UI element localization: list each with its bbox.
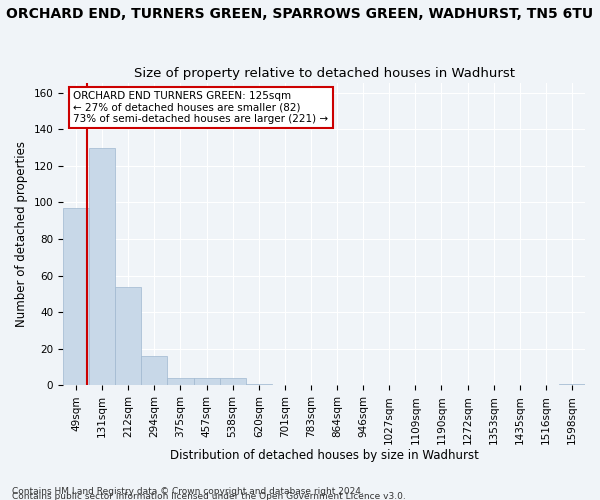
X-axis label: Distribution of detached houses by size in Wadhurst: Distribution of detached houses by size … bbox=[170, 450, 478, 462]
Bar bbox=[194, 378, 220, 386]
Bar bbox=[167, 378, 194, 386]
Bar bbox=[89, 148, 115, 386]
Bar bbox=[559, 384, 585, 386]
Text: Contains HM Land Registry data © Crown copyright and database right 2024.: Contains HM Land Registry data © Crown c… bbox=[12, 487, 364, 496]
Bar bbox=[142, 356, 167, 386]
Bar bbox=[246, 384, 272, 386]
Bar bbox=[220, 378, 246, 386]
Title: Size of property relative to detached houses in Wadhurst: Size of property relative to detached ho… bbox=[134, 66, 515, 80]
Text: ORCHARD END TURNERS GREEN: 125sqm
← 27% of detached houses are smaller (82)
73% : ORCHARD END TURNERS GREEN: 125sqm ← 27% … bbox=[73, 91, 329, 124]
Text: Contains public sector information licensed under the Open Government Licence v3: Contains public sector information licen… bbox=[12, 492, 406, 500]
Bar bbox=[115, 286, 142, 386]
Text: ORCHARD END, TURNERS GREEN, SPARROWS GREEN, WADHURST, TN5 6TU: ORCHARD END, TURNERS GREEN, SPARROWS GRE… bbox=[7, 8, 593, 22]
Y-axis label: Number of detached properties: Number of detached properties bbox=[15, 142, 28, 328]
Bar bbox=[63, 208, 89, 386]
